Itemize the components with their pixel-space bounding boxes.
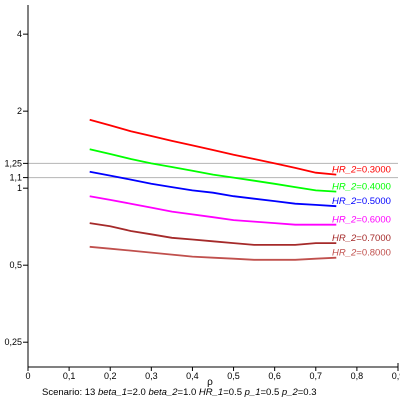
footer-parameters: Scenario: 13 beta_1=2.0 beta_2=1.0 HR_1=… bbox=[42, 387, 317, 398]
x-tick-label: 0 bbox=[25, 371, 30, 381]
series-line bbox=[89, 195, 337, 226]
axes: 0 0,1 0,2 0,3 0,4 0,5 0,6 0,7 0,8 0,9 0,25 0,5 11,1 1… bbox=[4, 5, 400, 381]
series-label: HR_2=0.3000 bbox=[332, 165, 391, 176]
x-tick-label: 0,1 bbox=[63, 371, 76, 381]
y-tick-label: 0,25 bbox=[4, 337, 22, 347]
y-tick-label: 0,5 bbox=[9, 260, 22, 270]
y-tick-label: 2 bbox=[17, 106, 22, 116]
series-label: HR_2=0.8000 bbox=[332, 248, 391, 259]
x-tick-label: 0,4 bbox=[186, 371, 199, 381]
series-line bbox=[89, 245, 337, 261]
series-layer bbox=[89, 118, 337, 261]
series-label: HR_2=0.6000 bbox=[332, 215, 391, 226]
series-line bbox=[89, 222, 337, 246]
x-tick-label: 0,7 bbox=[310, 371, 323, 381]
series-label: HR_2=0.5000 bbox=[332, 196, 391, 207]
series-labels: HR_2=0.3000 HR_2=0.4000 HR_2=0.5000 HR_2=0.… bbox=[332, 165, 391, 259]
y-tick-label: 1 bbox=[17, 183, 22, 193]
series-line bbox=[89, 118, 337, 176]
x-tick-label: 0,6 bbox=[268, 371, 281, 381]
x-tick-label: 0,2 bbox=[104, 371, 117, 381]
x-tick-label: 0,5 bbox=[227, 371, 240, 381]
x-tick-label: 0,8 bbox=[351, 371, 364, 381]
reference-lines bbox=[28, 162, 398, 179]
y-tick-label: 1,1 bbox=[9, 173, 22, 183]
x-axis-label: ρ bbox=[207, 377, 213, 388]
series-label: HR_2=0.7000 bbox=[332, 233, 391, 244]
y-tick-label: 1,25 bbox=[4, 158, 22, 168]
series-line bbox=[89, 170, 337, 208]
series-label: HR_2=0.4000 bbox=[332, 182, 391, 193]
y-tick-label: 4 bbox=[17, 29, 22, 39]
x-tick-label: 0,9 bbox=[392, 371, 400, 381]
series-line bbox=[89, 148, 337, 193]
x-tick-label: 0,3 bbox=[145, 371, 158, 381]
